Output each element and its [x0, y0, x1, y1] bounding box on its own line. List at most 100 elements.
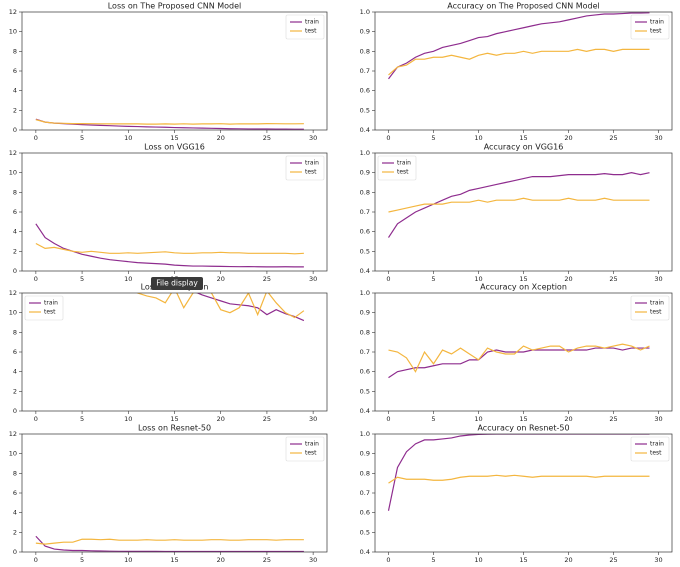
- plot-lines: [388, 343, 650, 379]
- y-tick-label: 2: [13, 387, 17, 395]
- y-tick-label: 0.6: [360, 509, 370, 517]
- x-tick-label: 25: [263, 415, 271, 423]
- y-tick-label: 0.9: [360, 450, 370, 458]
- x-tick-label: 25: [609, 556, 617, 564]
- legend-label: train: [305, 441, 319, 448]
- x-tick-label: 20: [564, 415, 572, 423]
- y-tick-label: 10: [9, 28, 17, 36]
- legend-label: test: [650, 28, 662, 35]
- series-line: [35, 242, 304, 255]
- x-tick-label: 15: [170, 415, 178, 423]
- subplot: Loss on Resnet-50 0 2 4 6 8 10 12 0 5 10 15 20 25 30 tr…: [9, 424, 328, 564]
- y-tick-label: 10: [9, 309, 17, 317]
- legend-label: train: [650, 441, 664, 448]
- plot-lines: [388, 12, 650, 80]
- y-tick-label: 8: [13, 469, 17, 477]
- plot-frame: [21, 433, 328, 553]
- series-line: [387, 172, 650, 238]
- x-tick-label: 0: [386, 556, 390, 564]
- plot-lines: [387, 434, 650, 511]
- y-tick-label: 0.9: [360, 309, 370, 317]
- y-tick-label: 0.4: [360, 267, 370, 275]
- y-tick-label: 6: [13, 348, 17, 356]
- legend: train test: [24, 295, 64, 321]
- x-tick-label: 0: [34, 415, 38, 423]
- plot-frame: [374, 433, 673, 553]
- tooltip-text: File display: [156, 279, 198, 288]
- x-tick-label: 30: [309, 134, 317, 142]
- x-tick-label: 0: [386, 134, 390, 142]
- y-tick-label: 10: [9, 450, 17, 458]
- plot-frame: [374, 292, 673, 412]
- x-tick-label: 30: [654, 556, 662, 564]
- legend-label: train: [397, 160, 411, 167]
- x-tick-label: 10: [124, 134, 132, 142]
- y-tick-label: 0.7: [360, 348, 370, 356]
- y-tick-label: 2: [13, 106, 17, 114]
- y-tick-label: 0.7: [360, 208, 370, 216]
- subplot: Loss on The Proposed CNN Model 0 2 4 6 8 10 12 0…: [9, 2, 328, 142]
- x-tick-label: 5: [80, 415, 84, 423]
- y-tick-label: 6: [13, 67, 17, 75]
- x-tick-label: 20: [564, 134, 572, 142]
- y-tick-label: 0.8: [360, 469, 370, 477]
- y-tick-label: 1.0: [360, 289, 370, 297]
- y-tick-label: 8: [13, 328, 17, 336]
- x-tick-label: 5: [431, 556, 435, 564]
- subplot: Accuracy on The Proposed CNN Model 0.4 0.5…: [360, 2, 673, 142]
- subplot: Accuracy on Xception 0.4 0.5 0.6 0.7 0.8 0.9 1.…: [360, 283, 673, 423]
- x-tick-label: 0: [386, 415, 390, 423]
- y-tick-label: 0: [13, 267, 17, 275]
- y-tick-label: 0.7: [360, 67, 370, 75]
- y-tick-label: 1.0: [360, 430, 370, 438]
- series-line: [388, 48, 650, 76]
- legend: train test: [377, 155, 417, 181]
- x-tick-label: 10: [474, 134, 482, 142]
- legend-box: [630, 295, 670, 321]
- plot-frame: [21, 152, 328, 272]
- chart-title: Loss on Resnet-50: [138, 424, 211, 433]
- y-tick-label: 0.9: [360, 28, 370, 36]
- y-tick-label: 0: [13, 407, 17, 415]
- y-tick-label: 4: [13, 509, 17, 517]
- legend-box: [285, 14, 325, 40]
- x-tick-label: 30: [654, 275, 662, 283]
- series-line: [196, 293, 305, 322]
- y-tick-label: 0: [13, 126, 17, 134]
- y-tick-label: 0.8: [360, 328, 370, 336]
- x-tick-label: 10: [124, 415, 132, 423]
- y-tick-label: 12: [9, 149, 17, 157]
- x-tick-label: 5: [431, 415, 435, 423]
- plot-lines: [35, 535, 304, 552]
- y-tick-label: 0.5: [360, 528, 370, 536]
- plot-lines: [387, 172, 650, 238]
- legend-box: [24, 295, 64, 321]
- legend-box: [285, 436, 325, 462]
- plot-frame: [374, 152, 673, 272]
- y-tick-label: 12: [9, 289, 17, 297]
- x-tick-label: 30: [654, 134, 662, 142]
- series-line: [388, 343, 650, 373]
- y-tick-label: 10: [9, 169, 17, 177]
- y-tick-label: 0.8: [360, 188, 370, 196]
- legend-label: train: [650, 300, 664, 307]
- tooltip-box: [151, 277, 203, 290]
- y-tick-label: 2: [13, 528, 17, 536]
- series-line: [388, 197, 650, 213]
- x-tick-label: 5: [80, 275, 84, 283]
- x-tick-label: 30: [309, 556, 317, 564]
- x-tick-label: 20: [217, 415, 225, 423]
- y-tick-label: 4: [13, 228, 17, 236]
- x-tick-label: 10: [474, 556, 482, 564]
- series-line: [35, 119, 304, 125]
- tooltip: File display: [151, 277, 203, 290]
- x-tick-label: 20: [564, 556, 572, 564]
- x-tick-label: 10: [124, 556, 132, 564]
- x-tick-label: 0: [34, 134, 38, 142]
- series-line: [35, 118, 304, 130]
- y-tick-label: 0.6: [360, 368, 370, 376]
- plot-frame: [21, 292, 328, 412]
- plot-frame: [374, 11, 673, 131]
- series-line: [388, 474, 650, 484]
- x-tick-label: 5: [431, 275, 435, 283]
